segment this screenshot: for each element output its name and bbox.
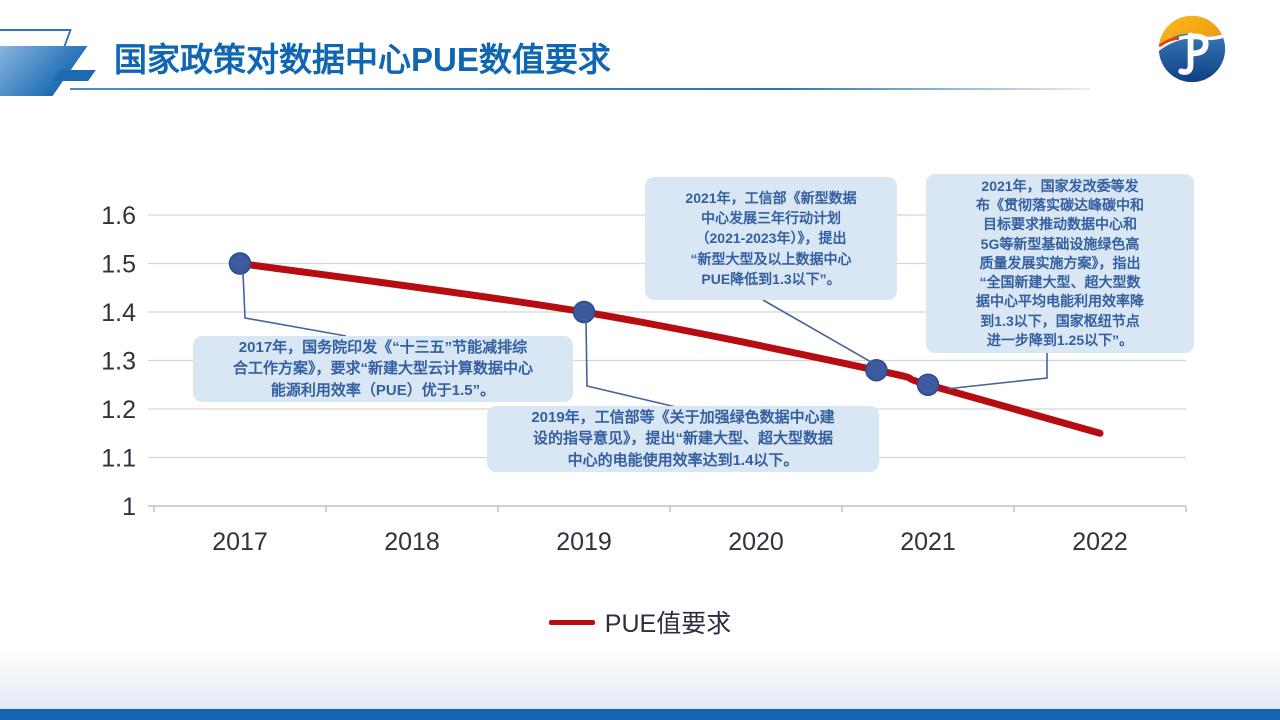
- callout-leader-line: [762, 299, 872, 363]
- callout-2021-miit-policy: 2021年，工信部《新型数据 中心发展三年行动计划 （2021-2023年）》，…: [645, 177, 897, 300]
- title-underline: [70, 88, 1090, 90]
- y-tick-label: 1.1: [101, 445, 136, 473]
- callout-2021-miit-text: 2021年，工信部《新型数据 中心发展三年行动计划 （2021-2023年）》，…: [685, 189, 857, 287]
- logo-red-accent: [1158, 36, 1180, 48]
- logo-orange-arc: [1158, 15, 1226, 49]
- company-logo-icon: [1158, 15, 1226, 83]
- y-tick-label: 1.5: [101, 251, 136, 279]
- callout-2019-text: 2019年，工信部等《关于加强绿色数据中心建 设的指导意见》，提出“新建大型、超…: [531, 409, 835, 469]
- callout-2021-ndrc-text: 2021年，国家发改委等发 布《贯彻落实碳达峰碳中和 目标要求推动数据中心和 5…: [976, 177, 1144, 349]
- callout-leader-line: [947, 353, 1048, 390]
- callout-leader-line: [242, 272, 347, 337]
- data-point-marker: [865, 358, 888, 382]
- data-point-marker: [228, 252, 252, 275]
- footer-gradient-band: [0, 651, 1280, 709]
- callout-leader-line: [585, 320, 677, 408]
- y-tick-label: 1: [122, 493, 136, 521]
- x-tick-label: 2022: [1072, 528, 1128, 556]
- x-tick-label: 2017: [212, 528, 268, 556]
- slide-title: 国家政策对数据中心PUE数值要求: [114, 41, 611, 78]
- callout-2017-policy: 2017年，国务院印发《“十三五”节能减排综 合工作方案》，要求“新建大型云计算…: [193, 336, 573, 402]
- y-tick-label: 1.2: [101, 396, 136, 424]
- x-tick-label: 2021: [900, 528, 956, 556]
- x-tick-label: 2020: [728, 528, 784, 556]
- header-small-parallelogram: [52, 70, 96, 81]
- callout-2017-text: 2017年，国务院印发《“十三五”节能减排综 合工作方案》，要求“新建大型云计算…: [232, 339, 533, 399]
- x-tick-label: 2018: [384, 528, 440, 556]
- data-point-marker: [572, 300, 596, 324]
- logo-letter-stem: [1178, 32, 1194, 75]
- y-tick-label: 1.3: [101, 348, 136, 376]
- legend-line-swatch: [548, 619, 595, 625]
- logo-letter-bowl: [1187, 33, 1209, 57]
- callout-2021-ndrc-policy: 2021年，国家发改委等发 布《贯彻落实碳达峰碳中和 目标要求推动数据中心和 5…: [926, 174, 1194, 353]
- legend-label: PUE值要求: [604, 610, 732, 638]
- y-tick-label: 1.4: [101, 299, 136, 327]
- x-tick-label: 2019: [556, 528, 612, 556]
- footer-blue-bar: [0, 709, 1280, 720]
- chart-legend: PUE值要求: [0, 604, 1280, 640]
- y-tick-label: 1.6: [101, 202, 136, 230]
- callout-2019-policy: 2019年，工信部等《关于加强绿色数据中心建 设的指导意见》，提出“新建大型、超…: [487, 406, 879, 472]
- data-point-marker: [916, 373, 940, 396]
